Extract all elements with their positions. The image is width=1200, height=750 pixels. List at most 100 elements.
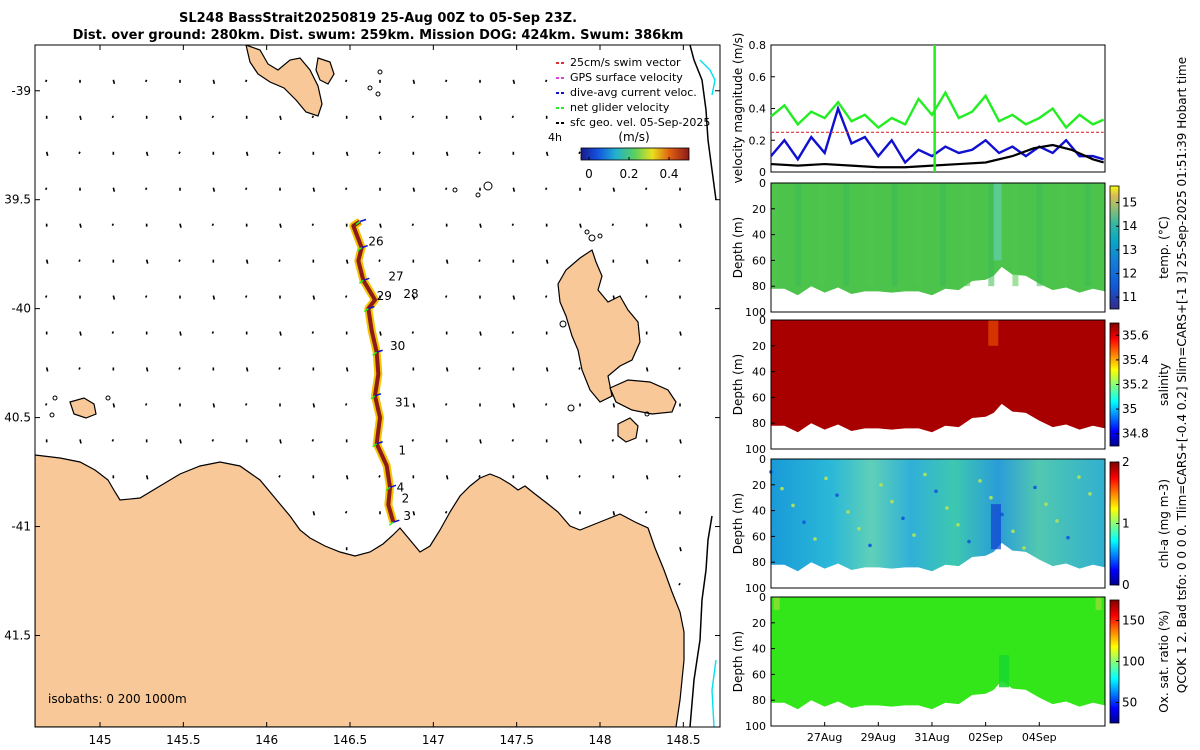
sfc-geo-arrow (79, 223, 82, 228)
sfc-geo-arrow (178, 151, 181, 155)
net-vector (385, 486, 391, 491)
sfc-geo-arrow (145, 475, 149, 480)
sfc-geo-arrow (79, 115, 82, 121)
velocity-ytick-label: 0.8 (749, 39, 767, 52)
map-ytick-label: -39 (11, 84, 31, 98)
sfc-geo-arrow (544, 403, 548, 406)
section-texture (867, 183, 874, 287)
sfc-geo-arrow (311, 439, 315, 442)
sfc-geo-arrow (313, 726, 315, 727)
section-texture (1060, 183, 1067, 287)
islet (588, 234, 596, 242)
sfc-geo-arrow (512, 187, 516, 192)
section-colorbar (1109, 185, 1120, 310)
title-line-2: Dist. over ground: 280km. Dist. swum: 25… (73, 28, 684, 43)
sfc-geo-arrow (311, 331, 315, 334)
section-xtick-label: 27Aug (807, 731, 842, 744)
section-texture (1000, 512, 1004, 517)
section-texture (846, 510, 850, 514)
section-axes-box (770, 182, 1106, 313)
sfc-geo-arrow (644, 187, 648, 191)
sfc-geo-arrow (212, 187, 216, 192)
three-hummock-island-land (69, 397, 97, 419)
sfc-geo-arrow (244, 187, 248, 191)
net-vector (363, 308, 369, 313)
sfc-geo-arrow (312, 511, 316, 516)
dive-vector (376, 349, 383, 353)
section-colorbar-tick-label: 14 (1122, 219, 1137, 233)
section-texture (1088, 492, 1092, 496)
map-ytick-label: -41 (11, 520, 31, 534)
section-ytick-label: 100 (745, 443, 766, 456)
section-texture (1066, 535, 1070, 540)
section-colorbar-tick-label: 35 (1122, 402, 1137, 416)
net-vector (358, 279, 364, 284)
sfc-geo-arrow (644, 295, 648, 298)
sfc-geo-arrow (244, 403, 248, 406)
sfc-geo-arrow (678, 367, 681, 370)
sfc-geo-arrow (279, 331, 282, 336)
sfc-geo-arrow (478, 259, 481, 262)
track-day-label: 3 (403, 509, 411, 523)
section-ylabel: Depth (m) (731, 217, 745, 278)
tasmania-land (35, 454, 685, 727)
sfc-geo-arrow (444, 79, 448, 83)
sfc-geo-arrow (612, 187, 616, 192)
sfc-geo-arrow (244, 79, 248, 83)
section-ytick-label: 60 (752, 668, 766, 681)
sfc-geo-arrow (211, 331, 215, 334)
sfc-geo-arrow (244, 295, 248, 298)
net-vector (370, 395, 376, 400)
section-xtick-label: 31Aug (914, 731, 949, 744)
sfc-geo-arrow (211, 115, 215, 119)
velocity-series (770, 45, 1105, 172)
colorbar-tick-label: 0.4 (659, 167, 678, 181)
sfc-geo-arrow (679, 223, 682, 228)
section-texture (945, 506, 949, 510)
islet (559, 320, 567, 328)
sfc-geo-arrow (445, 475, 449, 480)
track-day-label: 1 (398, 444, 406, 458)
sfc-geo-arrow (413, 726, 415, 727)
section-texture (988, 183, 995, 287)
net-vector (355, 220, 361, 226)
sfc-geo-arrow (279, 223, 282, 228)
sfc-geo-arrow (179, 331, 182, 336)
sfc-geo-arrow (178, 259, 181, 262)
map-legend: 25cm/s swim vector GPS surface velocity di… (548, 56, 710, 181)
sfc-geo-arrow (511, 115, 515, 119)
sfc-geo-arrow (111, 331, 115, 334)
sfc-geo-arrow (45, 151, 49, 156)
sfc-geo-arrow (278, 259, 281, 262)
sfc-geo-arrow (578, 151, 581, 155)
sfc-geo-arrow (445, 259, 449, 264)
sfc-geo-arrow (344, 510, 348, 514)
section-ytick-label: 100 (745, 720, 766, 733)
map-ytick-label: -40 (11, 302, 31, 316)
sfc-geo-arrow (112, 403, 116, 408)
sfc-geo-arrow (245, 151, 249, 156)
sfc-geo-arrow (444, 403, 448, 406)
section-ytick-label: 100 (745, 306, 766, 319)
section-axes-box (770, 458, 1106, 589)
sfc-geo-arrow (112, 187, 116, 192)
section-field (771, 320, 1105, 433)
sfc-geo-arrow (145, 367, 149, 372)
net-vector (388, 521, 394, 526)
dive-vector (393, 519, 400, 523)
sfc-geo-arrow (412, 187, 416, 192)
clarke-island-land (617, 417, 639, 443)
sfc-geo-arrow (612, 403, 616, 408)
section-ytick-label: 80 (752, 556, 766, 569)
sfc-geo-arrow (411, 439, 415, 442)
sfc-geo-arrow (611, 223, 615, 227)
section-ytick-label: 0 (759, 177, 766, 190)
section-texture (824, 476, 828, 481)
map-ytick-label: 41.5 (4, 628, 31, 642)
sfc-geo-arrow (579, 223, 582, 228)
sfc-geo-arrow (545, 475, 549, 480)
sfc-geo-arrow (612, 511, 616, 516)
section-ytick-label: 40 (752, 505, 766, 518)
